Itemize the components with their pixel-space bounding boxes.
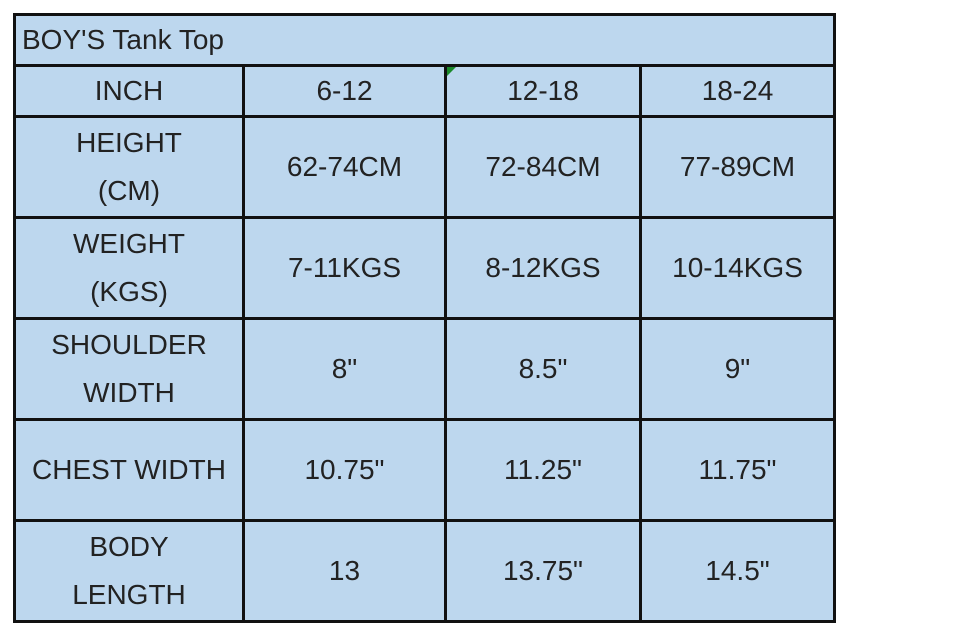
table-cell: 72-84CM bbox=[444, 115, 642, 219]
row-label: CHEST WIDTH bbox=[13, 418, 245, 522]
table-cell: 8" bbox=[242, 317, 447, 421]
table-cell: 62-74CM bbox=[242, 115, 447, 219]
header-cell: INCH bbox=[13, 64, 245, 118]
header-cell: 18-24 bbox=[639, 64, 836, 118]
table-title: BOY'S Tank Top bbox=[13, 13, 836, 67]
header-row: INCH 6-12 12-18 18-24 bbox=[13, 64, 836, 118]
label-line: CHEST WIDTH bbox=[32, 454, 226, 485]
size-chart-table: BOY'S Tank Top INCH 6-12 12-18 18-24 HEI… bbox=[13, 13, 836, 623]
row-label: BODY LENGTH bbox=[13, 519, 245, 623]
table-row: CHEST WIDTH 10.75" 11.25" 11.75" bbox=[13, 418, 836, 522]
label-line: BODY bbox=[89, 531, 169, 562]
table-row: HEIGHT (CM) 62-74CM 72-84CM 77-89CM bbox=[13, 115, 836, 219]
label-line: WEIGHT bbox=[73, 228, 185, 259]
header-cell: 12-18 bbox=[444, 64, 642, 118]
table-cell: 11.25" bbox=[444, 418, 642, 522]
row-label: WEIGHT (KGS) bbox=[13, 216, 245, 320]
table-row: SHOULDER WIDTH 8" 8.5" 9" bbox=[13, 317, 836, 421]
table-cell: 77-89CM bbox=[639, 115, 836, 219]
label-line: WIDTH bbox=[83, 377, 175, 408]
label-line: LENGTH bbox=[72, 579, 186, 610]
row-label: HEIGHT (CM) bbox=[13, 115, 245, 219]
label-line: SHOULDER bbox=[51, 329, 207, 360]
table-cell: 8-12KGS bbox=[444, 216, 642, 320]
table-cell: 11.75" bbox=[639, 418, 836, 522]
table-cell: 13.75" bbox=[444, 519, 642, 623]
label-line: HEIGHT bbox=[76, 127, 182, 158]
label-line: (CM) bbox=[97, 175, 161, 206]
header-cell: 6-12 bbox=[242, 64, 447, 118]
row-label: SHOULDER WIDTH bbox=[13, 317, 245, 421]
table-cell: 13 bbox=[242, 519, 447, 623]
table-cell: 10.75" bbox=[242, 418, 447, 522]
table-cell: 7-11KGS bbox=[242, 216, 447, 320]
table-cell: 9" bbox=[639, 317, 836, 421]
table-row: BODY LENGTH 13 13.75" 14.5" bbox=[13, 519, 836, 623]
table-cell: 14.5" bbox=[639, 519, 836, 623]
label-line: (KGS) bbox=[90, 276, 168, 307]
table-cell: 10-14KGS bbox=[639, 216, 836, 320]
table-row: WEIGHT (KGS) 7-11KGS 8-12KGS 10-14KGS bbox=[13, 216, 836, 320]
table-cell: 8.5" bbox=[444, 317, 642, 421]
